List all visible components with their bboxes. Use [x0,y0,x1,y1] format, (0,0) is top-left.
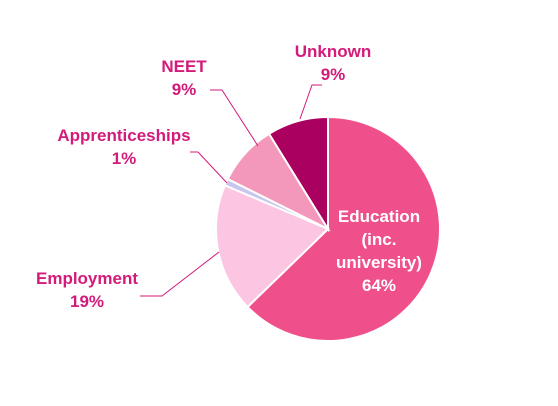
slice-value-label-apprenticeships: 1% [112,149,137,168]
pie-slice-employment [215,184,330,309]
leader-line-employment [140,251,220,297]
slice-value-label-unknown: 9% [321,65,346,84]
slice-name-label-education-inc-university: Education [338,207,420,226]
slice-name-label-apprenticeships: Apprenticeships [57,126,190,145]
pie-slice-education-inc-university [246,115,441,342]
slice-name-label-employment: Employment [36,269,138,288]
slice-value-label-education-inc-university: 64% [362,276,396,295]
slice-value-label-neet: 9% [172,80,197,99]
slice-name-label-unknown: Unknown [295,42,372,61]
slice-labels: Education (inc. university) 64% Employment 19… [36,42,422,311]
slice-name-label-education-inc-university: university) [336,253,422,272]
slice-value-label-employment: 19% [70,292,104,311]
pie-slice-unknown [267,115,329,233]
leader-line-neet [210,89,259,147]
pie-slices [215,115,441,342]
leader-lines [140,84,322,297]
slice-name-label-neet: NEET [161,57,207,76]
leader-line-unknown [299,84,322,120]
leader-line-apprenticeships [190,151,228,184]
slice-name-label-education-inc-university: (inc. [362,230,397,249]
